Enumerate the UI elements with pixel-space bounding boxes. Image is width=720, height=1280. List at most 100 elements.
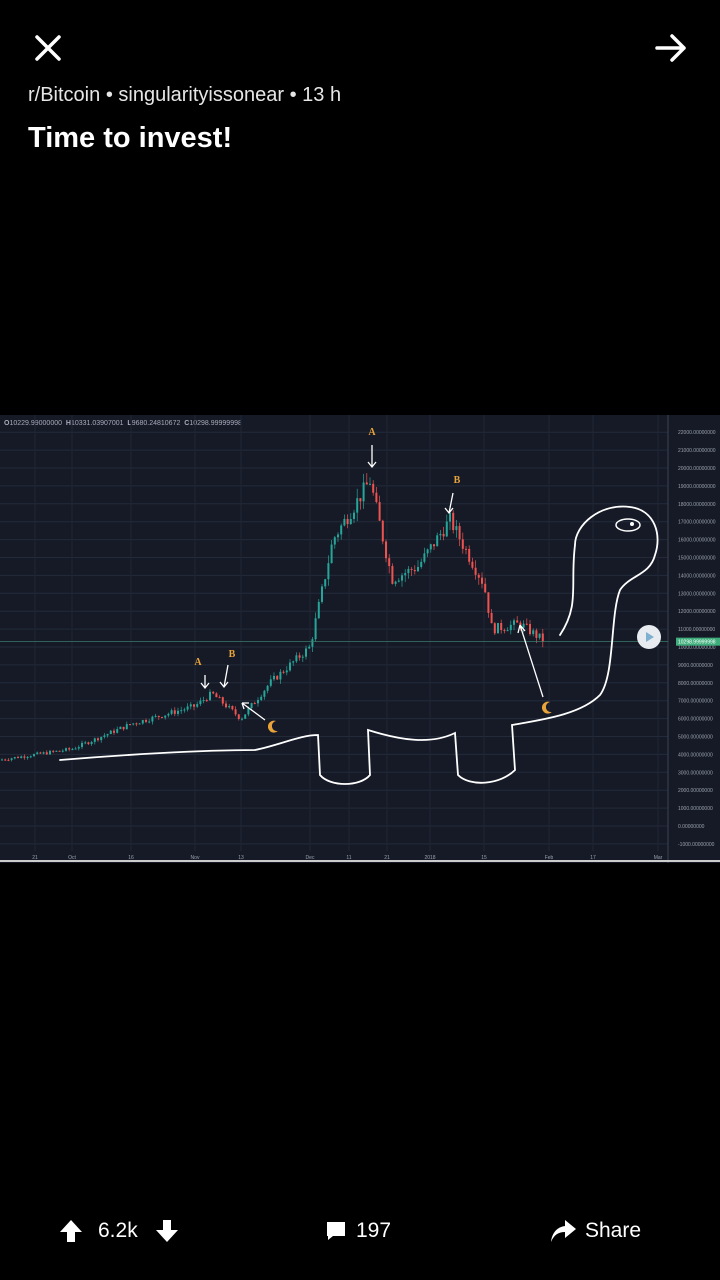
price-tick-label: 6000.00000000 bbox=[678, 717, 713, 723]
candle bbox=[266, 685, 269, 691]
candle bbox=[279, 671, 282, 680]
candle bbox=[36, 752, 39, 755]
candle bbox=[237, 714, 240, 719]
score: 6.2k bbox=[98, 1219, 138, 1242]
candle bbox=[301, 656, 304, 658]
current-price-label: 10298.99999998 bbox=[678, 640, 716, 646]
annotation-arrow bbox=[200, 675, 210, 690]
candle bbox=[311, 639, 314, 647]
candlestick-chart: 22000.00000000 21000.00000000 20000.000000… bbox=[0, 415, 720, 863]
candle bbox=[471, 561, 474, 568]
candle bbox=[289, 662, 291, 671]
date-tick-label: 21 bbox=[384, 855, 390, 861]
arrow-down-icon[interactable] bbox=[154, 1218, 180, 1244]
date-tick-label: 16 bbox=[128, 855, 134, 861]
comment-count: 197 bbox=[356, 1219, 392, 1242]
candle bbox=[90, 741, 93, 745]
date-tick-label: Dec bbox=[306, 855, 315, 861]
candle bbox=[170, 710, 173, 714]
candle bbox=[493, 623, 496, 634]
candle bbox=[321, 586, 323, 602]
dinosaur-eye bbox=[615, 518, 641, 532]
candle bbox=[503, 630, 506, 632]
candle bbox=[228, 706, 231, 708]
date-tick-label: Mar bbox=[654, 855, 663, 861]
candle bbox=[109, 730, 112, 735]
candle bbox=[10, 758, 13, 760]
candle bbox=[1, 759, 3, 761]
candle bbox=[369, 483, 371, 485]
candle bbox=[125, 724, 128, 730]
candle bbox=[225, 703, 227, 708]
candle bbox=[97, 738, 99, 741]
candle bbox=[298, 655, 301, 658]
annotation-arrow bbox=[517, 624, 544, 698]
candle bbox=[516, 620, 519, 623]
candle bbox=[407, 568, 410, 574]
close-button[interactable] bbox=[32, 32, 64, 64]
separator: • bbox=[289, 84, 297, 106]
candle bbox=[234, 709, 237, 715]
candle bbox=[532, 630, 535, 635]
candle bbox=[250, 703, 253, 709]
candle bbox=[154, 715, 157, 717]
candle bbox=[17, 757, 19, 759]
candle bbox=[349, 518, 352, 525]
candle bbox=[177, 710, 179, 714]
candle bbox=[436, 535, 439, 547]
candle bbox=[4, 759, 7, 761]
candle bbox=[282, 671, 285, 673]
price-tick-label: 3000.00000000 bbox=[678, 770, 713, 776]
candle bbox=[138, 723, 141, 725]
candle bbox=[362, 482, 365, 502]
candle bbox=[209, 691, 211, 701]
candle bbox=[55, 750, 58, 752]
comments-button[interactable]: 197 bbox=[324, 1205, 391, 1257]
price-tick-label: -1000.00000000 bbox=[678, 842, 715, 848]
author-link[interactable]: singularityissonear bbox=[118, 84, 285, 106]
candle bbox=[68, 748, 71, 750]
candle bbox=[212, 691, 215, 694]
date-tick-label: 15 bbox=[481, 855, 487, 861]
candle bbox=[308, 646, 311, 649]
candle bbox=[381, 520, 384, 542]
price-tick-label: 16000.00000000 bbox=[678, 538, 716, 544]
candle bbox=[401, 575, 403, 581]
arrow-up-icon[interactable] bbox=[58, 1218, 84, 1244]
candle bbox=[215, 693, 218, 698]
candle bbox=[45, 752, 48, 755]
candle bbox=[157, 715, 160, 717]
post-image[interactable]: O10229.99000000 H10331.03907001 L9680.24… bbox=[0, 415, 720, 863]
annotation-arrow bbox=[241, 702, 266, 721]
next-post-button[interactable] bbox=[654, 32, 688, 64]
close-icon bbox=[35, 35, 61, 61]
candle bbox=[433, 544, 435, 547]
candle bbox=[522, 623, 525, 628]
candle bbox=[314, 618, 317, 640]
annotation-label: B bbox=[454, 475, 461, 486]
candle bbox=[378, 502, 381, 521]
price-tick-label: 2000.00000000 bbox=[678, 788, 713, 794]
candle bbox=[189, 704, 192, 707]
candle bbox=[375, 492, 378, 503]
dinosaur-drawing bbox=[59, 505, 659, 785]
price-tick-label: 20000.00000000 bbox=[678, 466, 716, 472]
candle bbox=[196, 704, 199, 707]
date-tick-label: 13 bbox=[238, 855, 244, 861]
moon-icon bbox=[267, 720, 278, 733]
subreddit-link[interactable]: r/Bitcoin bbox=[28, 84, 101, 106]
price-tick-label: 8000.00000000 bbox=[678, 681, 713, 687]
candle bbox=[372, 483, 375, 493]
price-tick-label: 14000.00000000 bbox=[678, 573, 716, 579]
candle bbox=[509, 624, 512, 631]
candle bbox=[106, 734, 109, 736]
candle bbox=[490, 612, 493, 624]
share-button[interactable]: Share bbox=[549, 1205, 641, 1257]
candle bbox=[292, 661, 295, 663]
candle bbox=[465, 548, 467, 550]
price-tick-label: 22000.00000000 bbox=[678, 430, 716, 436]
candle bbox=[135, 723, 138, 725]
candle bbox=[42, 752, 45, 754]
candle bbox=[247, 708, 250, 715]
candle bbox=[20, 756, 23, 758]
